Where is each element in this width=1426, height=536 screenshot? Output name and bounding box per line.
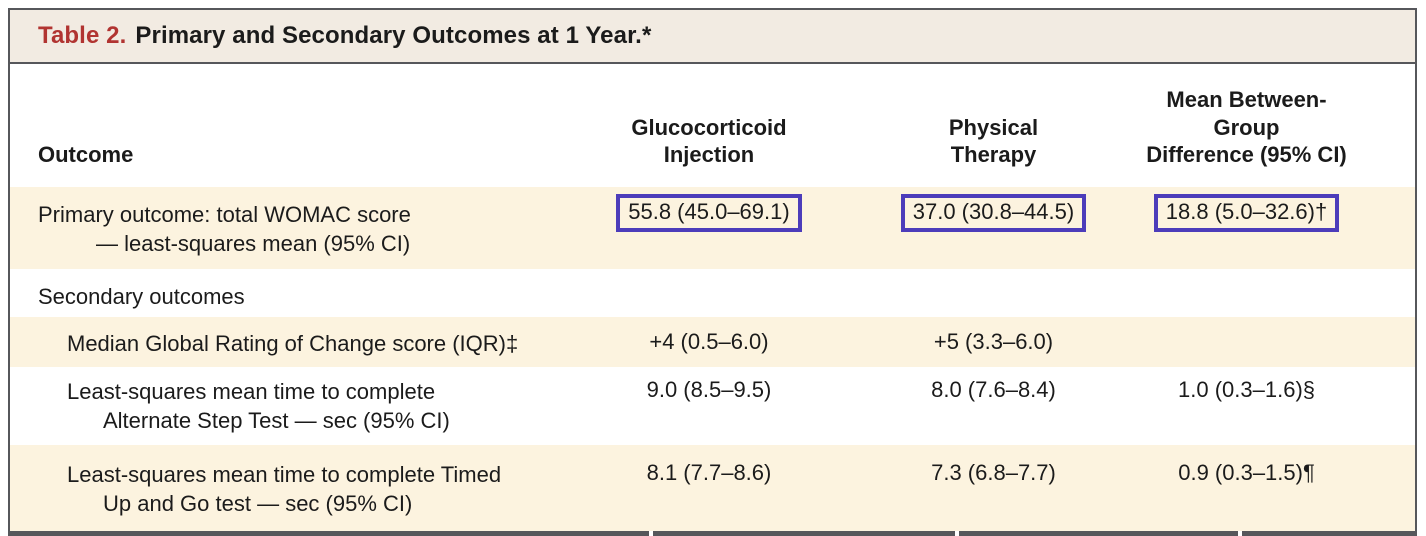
table-header: Outcome Glucocorticoid Injection Physica… xyxy=(10,64,1415,187)
cell-value: +5 (3.3–6.0) xyxy=(933,328,1054,354)
value-cell: 0.9 (0.3–1.5)¶ xyxy=(1141,445,1415,531)
header-line: Mean Between-Group xyxy=(1166,87,1327,140)
row-label-cell: Secondary outcomes xyxy=(10,269,572,317)
table-row-global-rating-of-change: Median Global Rating of Change score (IQ… xyxy=(10,316,1415,367)
column-header-outcome: Outcome xyxy=(38,142,134,167)
bottom-rule-segment xyxy=(1241,530,1417,536)
value-cell: 37.0 (30.8–44.5) xyxy=(846,187,1141,269)
cell-value: 0.9 (0.3–1.5)¶ xyxy=(1178,459,1315,485)
value-cell xyxy=(846,269,1141,317)
value-cell: 8.1 (7.7–8.6) xyxy=(572,445,846,531)
header-line: Injection xyxy=(663,142,755,167)
outcomes-table-card: Table 2. Primary and Secondary Outcomes a… xyxy=(8,8,1417,531)
cell-value: 9.0 (8.5–9.5) xyxy=(646,376,772,402)
cell-value: 18.8 (5.0–32.6)† xyxy=(1165,198,1328,224)
highlight-box: 37.0 (30.8–44.5) xyxy=(900,193,1087,232)
row-label-cell: Least-squares mean time to complete Time… xyxy=(10,445,572,531)
value-cell: 7.3 (6.8–7.7) xyxy=(846,445,1141,531)
table-row-alternate-step-test: Least-squares mean time to complete Alte… xyxy=(10,366,1415,445)
row-label-line: Secondary outcomes xyxy=(38,283,245,309)
column-header-physical-therapy: Physical Therapy xyxy=(846,64,1141,187)
header-line: Difference (95% CI) xyxy=(1146,142,1347,167)
cell-value: 7.3 (6.8–7.7) xyxy=(931,459,1056,485)
header-line: Glucocorticoid xyxy=(631,114,787,140)
row-label-line: Alternate Step Test — sec (95% CI) xyxy=(103,407,450,433)
table-row-secondary-outcomes-heading: Secondary outcomes xyxy=(10,268,1415,317)
header-row: Outcome Glucocorticoid Injection Physica… xyxy=(10,64,1415,187)
row-label-line: Least-squares mean time to complete Time… xyxy=(67,461,502,487)
outcomes-table: Outcome Glucocorticoid Injection Physica… xyxy=(10,64,1415,531)
table-bottom-rule xyxy=(8,530,1417,536)
row-label-line: Primary outcome: total WOMAC score xyxy=(38,201,411,227)
value-cell: 1.0 (0.3–1.6)§ xyxy=(1141,367,1415,445)
table-number-label: Table 2. xyxy=(38,22,127,49)
cell-value: 37.0 (30.8–44.5) xyxy=(912,198,1075,224)
header-line: Therapy xyxy=(950,142,1037,167)
header-line: Physical xyxy=(948,114,1039,140)
value-cell: 8.0 (7.6–8.4) xyxy=(846,367,1141,445)
cell-value: 55.8 (45.0–69.1) xyxy=(628,198,790,224)
column-header-between-group-difference: Mean Between-Group Difference (95% CI) xyxy=(1141,64,1415,187)
value-cell: +4 (0.5–6.0) xyxy=(572,317,846,367)
table-row-primary-outcome: Primary outcome: total WOMAC score — lea… xyxy=(10,186,1415,269)
table-body: Primary outcome: total WOMAC score — lea… xyxy=(10,186,1415,531)
cell-value: 1.0 (0.3–1.6)§ xyxy=(1178,376,1315,402)
highlight-box: 55.8 (45.0–69.1) xyxy=(616,193,802,232)
row-label-line: Least-squares mean time to complete xyxy=(67,378,436,404)
table-title-bar: Table 2. Primary and Secondary Outcomes a… xyxy=(10,10,1415,64)
row-label-cell: Median Global Rating of Change score (IQ… xyxy=(10,317,572,367)
row-label-line: — least-squares mean (95% CI) xyxy=(96,230,411,256)
bottom-rule-segment xyxy=(958,530,1238,536)
cell-value: 8.1 (7.7–8.6) xyxy=(646,459,772,485)
row-label-cell: Primary outcome: total WOMAC score — lea… xyxy=(10,187,572,269)
column-header-glucocorticoid-injection: Glucocorticoid Injection xyxy=(572,64,846,187)
value-cell: +5 (3.3–6.0) xyxy=(846,317,1141,367)
bottom-rule-segment xyxy=(8,530,650,536)
value-cell xyxy=(572,269,846,317)
table-title-text: Primary and Secondary Outcomes at 1 Year… xyxy=(135,22,652,49)
cell-value: 8.0 (7.6–8.4) xyxy=(931,376,1056,402)
value-cell: 9.0 (8.5–9.5) xyxy=(572,367,846,445)
value-cell xyxy=(1141,317,1415,367)
highlight-box: 18.8 (5.0–32.6)† xyxy=(1153,193,1340,232)
row-label-line: Up and Go test — sec (95% CI) xyxy=(103,490,413,516)
value-cell: 18.8 (5.0–32.6)† xyxy=(1141,187,1415,269)
value-cell xyxy=(1141,269,1415,317)
value-cell: 55.8 (45.0–69.1) xyxy=(572,187,846,269)
row-label-cell: Least-squares mean time to complete Alte… xyxy=(10,367,572,445)
table-row-timed-up-and-go: Least-squares mean time to complete Time… xyxy=(10,444,1415,531)
bottom-rule-segment xyxy=(653,530,955,536)
row-label-line: Median Global Rating of Change score (IQ… xyxy=(67,330,519,356)
cell-value: +4 (0.5–6.0) xyxy=(649,328,769,354)
